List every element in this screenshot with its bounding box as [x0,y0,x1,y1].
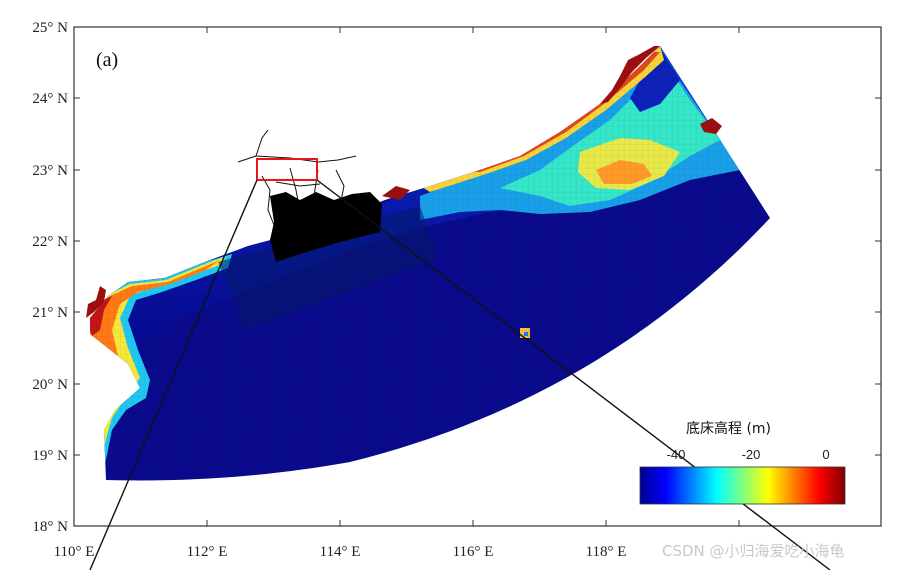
leader-line-right [316,179,831,570]
lat-label: 21° N [32,305,68,321]
lat-label: 19° N [32,448,68,464]
lat-label: 25° N [32,20,68,36]
colorbar-tick: -20 [742,447,761,462]
panel-label: (a) [96,49,118,71]
lat-label: 18° N [32,519,68,535]
lat-label: 20° N [32,377,68,393]
delta-land [270,192,382,262]
lon-label: 118° E [586,544,627,560]
lon-label: 110° E [54,544,95,560]
lon-label: 112° E [187,544,228,560]
lat-label: 22° N [32,234,68,250]
lat-label: 24° N [32,91,68,107]
colorbar-title: 底床高程 (m) [686,420,771,437]
leader-line-left [89,179,258,570]
colorbar-tick: 0 [822,447,829,462]
colorbar: 底床高程 (m) -40 -20 0 [639,420,846,505]
lon-label: 116° E [453,544,494,560]
axis-ticks [73,26,881,527]
lat-label: 23° N [32,163,68,179]
nested-grid-zone [218,206,438,330]
colorbar-tick: -40 [667,447,686,462]
lon-label: 114° E [320,544,361,560]
zoom-box [256,158,318,181]
lat-labels: 25° N 24° N 23° N 22° N 21° N 20° N 19° … [32,20,68,535]
lon-labels: 110° E 112° E 114° E 116° E 118° E [54,544,627,560]
watermark: CSDN @小归海爱吃小海龟 [662,542,845,560]
colorbar-bar [639,466,846,505]
map-frame [73,26,882,527]
